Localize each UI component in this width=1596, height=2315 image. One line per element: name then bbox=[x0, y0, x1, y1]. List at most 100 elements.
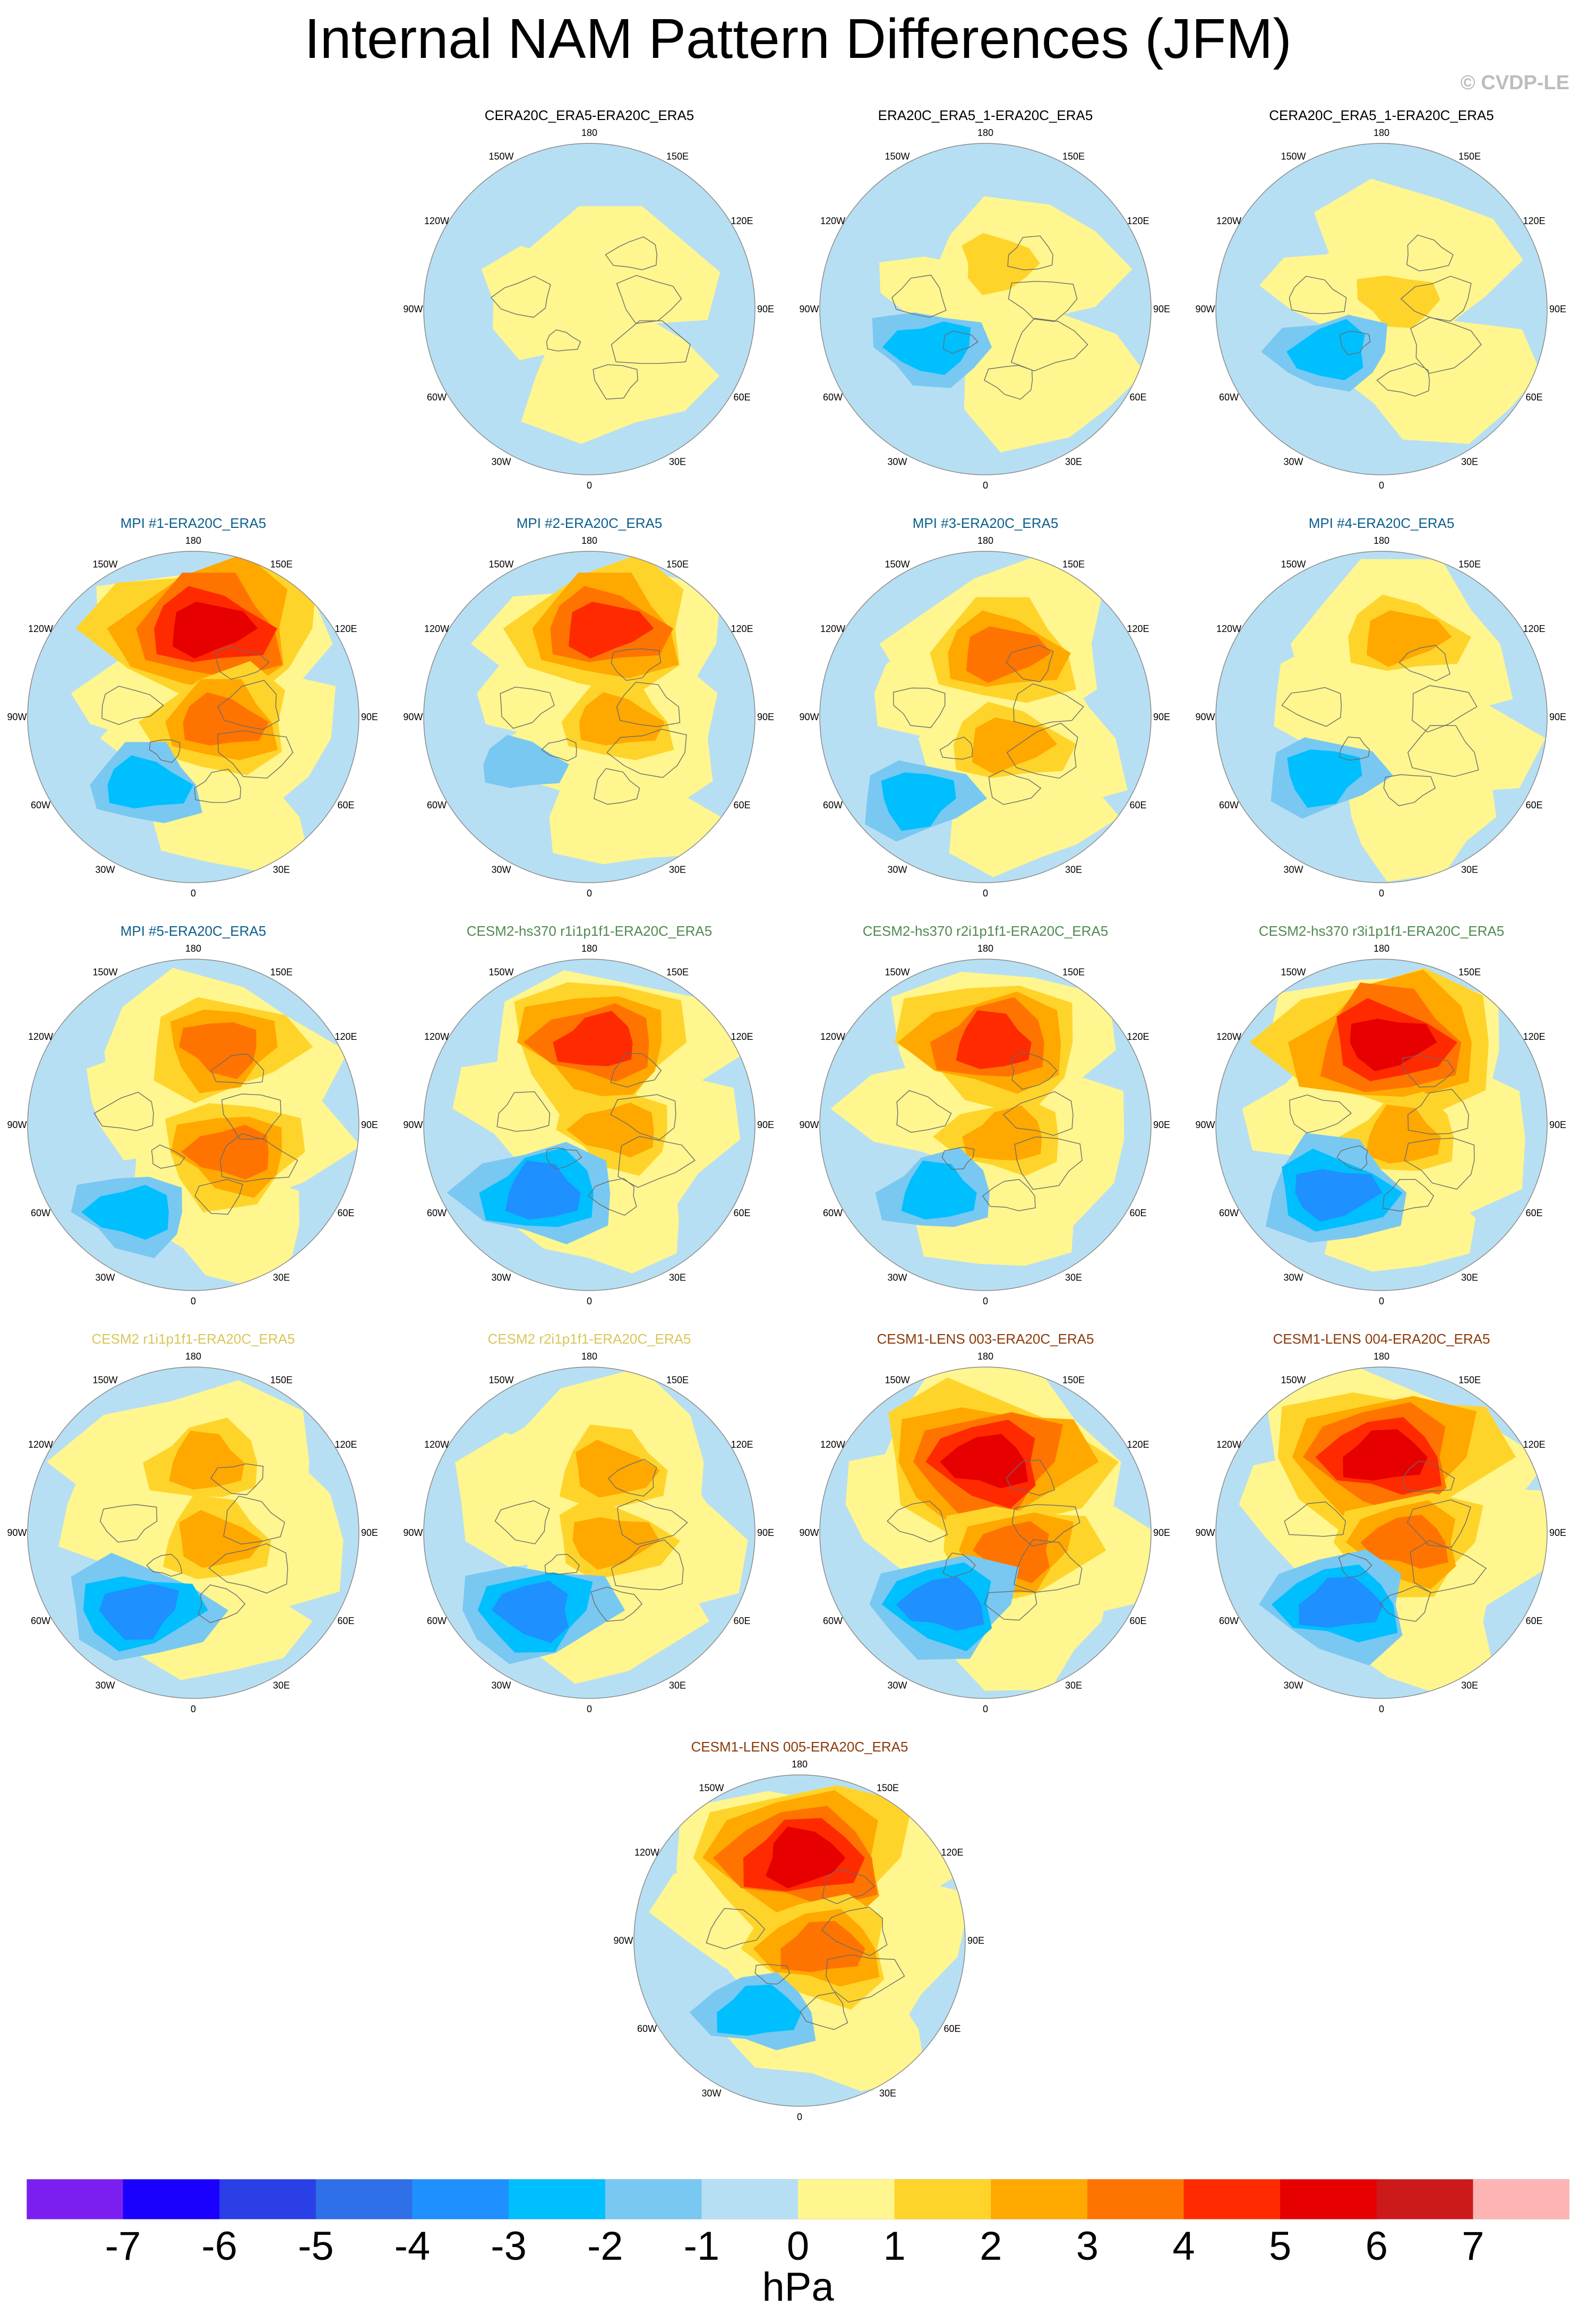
coastline bbox=[1340, 330, 1371, 355]
longitude-label: 150E bbox=[1062, 559, 1085, 570]
panel-title: CESM2 r1i1p1f1-ERA20C_ERA5 bbox=[91, 1331, 295, 1347]
longitude-label: 30E bbox=[273, 1680, 290, 1691]
positive-anomaly-contour bbox=[569, 601, 654, 659]
colorbar-tick-label: -3 bbox=[491, 2224, 527, 2269]
map-panel: CESM1-LENS 003-ERA20C_ERA5 180 150E 120E 90E… bbox=[794, 1330, 1177, 1733]
longitude-label: 90W bbox=[403, 304, 423, 314]
longitude-label: 150W bbox=[92, 967, 117, 978]
colorbar-bin bbox=[1183, 2179, 1281, 2219]
negative-anomaly-contour bbox=[901, 1160, 977, 1220]
page-title: Internal NAM Pattern Differences (JFM) bbox=[304, 7, 1292, 70]
positive-anomaly-contour bbox=[179, 1510, 263, 1568]
longitude-label: 150W bbox=[885, 967, 909, 978]
longitude-label: 120W bbox=[28, 1031, 53, 1042]
colorbar-bin bbox=[1473, 2179, 1569, 2219]
map-panel: CESM1-LENS 005-ERA20C_ERA5 180 150E 120E 90E… bbox=[608, 1738, 991, 2141]
positive-region bbox=[144, 1175, 299, 1289]
coastline bbox=[194, 768, 242, 803]
positive-anomaly-contour bbox=[169, 1431, 245, 1490]
map-boundary bbox=[1215, 1366, 1548, 1699]
colorbar-bin bbox=[798, 2179, 895, 2219]
polar-map: 180 150E 120E 90E 60E 30E 0 30W 60W 90W 120W 150W bbox=[7, 1351, 378, 1714]
coastline bbox=[617, 1499, 688, 1545]
negative-anomaly-contour bbox=[505, 1160, 581, 1220]
longitude-label: 60W bbox=[823, 1616, 843, 1626]
longitude-label: 90E bbox=[1549, 1120, 1566, 1130]
coastline bbox=[893, 687, 946, 728]
coastline bbox=[496, 1091, 551, 1132]
coastline bbox=[1383, 774, 1436, 806]
longitude-label: 0 bbox=[797, 2112, 802, 2122]
longitude-label: 60E bbox=[733, 1208, 750, 1218]
polar-map: 180 150E 120E 90E 60E 30E 0 30W 60W 90W 120W 150W bbox=[799, 127, 1170, 491]
longitude-label: 30E bbox=[669, 1680, 686, 1691]
longitude-label: 120E bbox=[941, 1847, 963, 1858]
longitude-label: 60E bbox=[337, 800, 354, 810]
longitude-label: 90W bbox=[799, 1120, 819, 1130]
longitude-label: 150W bbox=[488, 967, 513, 978]
map-boundary bbox=[423, 959, 756, 1291]
longitude-label: 60E bbox=[337, 1208, 354, 1218]
coastline bbox=[616, 275, 682, 324]
longitude-label: 150E bbox=[1458, 1375, 1481, 1386]
colorbar-bin bbox=[701, 2179, 799, 2219]
coastline bbox=[754, 1963, 791, 1985]
negative-anomaly-contour bbox=[81, 1185, 169, 1240]
positive-anomaly-contour bbox=[576, 1439, 660, 1498]
longitude-label: 30W bbox=[491, 1272, 511, 1283]
colorbar-bin bbox=[123, 2179, 220, 2219]
coastline bbox=[210, 1053, 264, 1084]
colorbar-tick-label: 6 bbox=[1365, 2224, 1388, 2269]
coastline bbox=[220, 1133, 298, 1182]
longitude-label: 0 bbox=[587, 480, 592, 491]
longitude-label: 150E bbox=[666, 967, 689, 978]
longitude-label: 60W bbox=[637, 2023, 657, 2034]
longitude-label: 120E bbox=[731, 216, 753, 226]
coastline bbox=[611, 648, 661, 681]
longitude-label: 30E bbox=[1461, 457, 1478, 467]
positive-region bbox=[949, 296, 1145, 452]
positive-anomaly-contour bbox=[956, 1010, 1032, 1069]
colorbar-tick-label: 1 bbox=[883, 2224, 906, 2269]
map-panel: CESM2-hs370 r2i1p1f1-ERA20C_ERA5 180 150E 1… bbox=[794, 922, 1177, 1326]
colorbar-tick-label: 0 bbox=[786, 2224, 810, 2269]
coastline bbox=[490, 276, 551, 318]
longitude-label: 30E bbox=[1461, 1272, 1478, 1283]
longitude-label: 90E bbox=[967, 1935, 984, 1946]
panel-title: MPI #2-ERA20C_ERA5 bbox=[516, 515, 663, 531]
negative-anomaly-contour bbox=[1287, 749, 1362, 808]
coastline bbox=[1011, 1504, 1080, 1547]
coastline bbox=[1006, 1459, 1056, 1496]
longitude-label: 150E bbox=[1062, 967, 1085, 978]
polar-map: 180 150E 120E 90E 60E 30E 0 30W 60W 90W 120W 150W bbox=[799, 943, 1170, 1306]
coastline bbox=[941, 1147, 975, 1170]
longitude-label: 0 bbox=[587, 1704, 592, 1714]
longitude-label: 120W bbox=[820, 623, 845, 634]
polar-map: 180 150E 120E 90E 60E 30E 0 30W 60W 90W 120W 150W bbox=[7, 943, 378, 1306]
longitude-label: 150W bbox=[1281, 151, 1306, 162]
longitude-label: 150W bbox=[488, 1375, 513, 1386]
longitude-label: 60E bbox=[1129, 392, 1146, 403]
map-boundary bbox=[27, 959, 359, 1291]
longitude-label: 150E bbox=[666, 559, 689, 570]
longitude-label: 150W bbox=[488, 151, 513, 162]
coastline bbox=[610, 1094, 676, 1140]
longitude-label: 120W bbox=[424, 1031, 449, 1042]
longitude-label: 150W bbox=[699, 1783, 724, 1793]
panel-title: MPI #4-ERA20C_ERA5 bbox=[1308, 515, 1455, 531]
colorbar-bin bbox=[509, 2179, 606, 2219]
map-boundary bbox=[27, 551, 359, 883]
longitude-label: 120W bbox=[820, 216, 845, 226]
longitude-label: 90E bbox=[1549, 304, 1566, 314]
coastline bbox=[546, 1147, 582, 1169]
longitude-label: 60W bbox=[1219, 1208, 1239, 1218]
longitude-label: 180 bbox=[185, 535, 201, 546]
positive-anomaly-contour bbox=[780, 1921, 865, 1972]
colorbar-tick-label: 5 bbox=[1268, 2224, 1292, 2269]
coastline bbox=[1376, 363, 1430, 397]
coastline bbox=[541, 738, 577, 762]
longitude-label: 30E bbox=[273, 865, 290, 875]
longitude-label: 90E bbox=[361, 1120, 378, 1130]
negative-anomaly-contour bbox=[882, 321, 971, 375]
longitude-label: 90E bbox=[361, 1527, 378, 1538]
